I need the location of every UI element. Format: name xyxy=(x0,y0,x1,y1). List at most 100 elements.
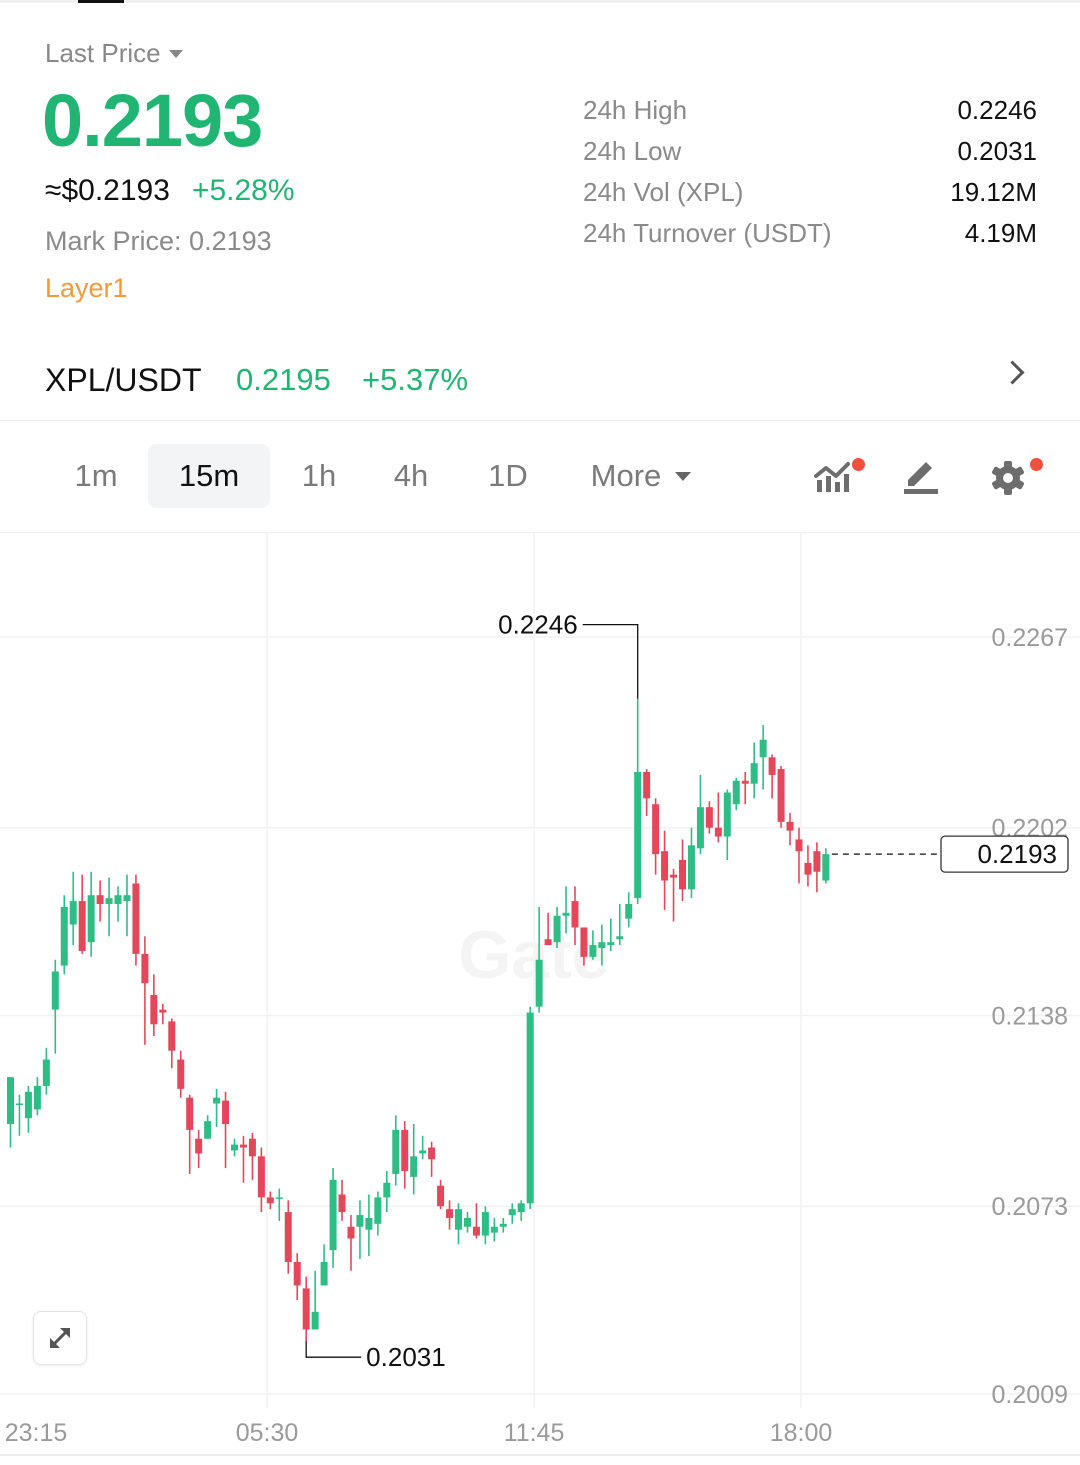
candle-body xyxy=(33,1085,41,1110)
stat-row: 24h Low 0.2031 xyxy=(583,131,1037,172)
candle-body xyxy=(177,1059,185,1089)
candle xyxy=(679,839,686,902)
stat-value: 0.2031 xyxy=(957,136,1037,166)
candle-body xyxy=(150,994,158,1025)
candle xyxy=(750,742,758,799)
candle xyxy=(687,827,695,899)
timeframe-1h[interactable]: 1h xyxy=(301,458,337,493)
indicator-chart-icon[interactable] xyxy=(812,452,865,498)
candle-body xyxy=(598,942,606,949)
category-tag[interactable]: Layer1 xyxy=(45,273,128,303)
candle-body xyxy=(419,1150,427,1154)
candle-body xyxy=(499,1223,507,1227)
candle xyxy=(275,1188,283,1221)
low-marker-line xyxy=(305,1341,362,1358)
timeframe-15m[interactable]: 15m xyxy=(148,444,270,508)
candle-body xyxy=(723,792,731,837)
candle-body xyxy=(329,1179,337,1251)
stats-panel: 24h High 0.2246 24h Low 0.2031 24h Vol (… xyxy=(583,90,1037,254)
candle xyxy=(141,936,149,1045)
candle-body xyxy=(481,1212,489,1236)
candle xyxy=(186,1094,194,1174)
candle xyxy=(168,1018,176,1069)
candle-body xyxy=(643,771,651,799)
spot-pair-link[interactable]: XPL/USDT 0.2195 +5.37% xyxy=(0,340,1080,420)
draw-pencil-icon[interactable] xyxy=(898,452,944,498)
pair-name: XPL/USDT xyxy=(45,361,202,398)
candle-body xyxy=(777,769,785,822)
y-axis-label: 0.2267 xyxy=(992,624,1068,652)
candle xyxy=(446,1200,454,1230)
usd-price-row: ≈$0.2193 +5.28% xyxy=(45,174,295,208)
candle xyxy=(571,886,579,946)
candle xyxy=(580,927,588,966)
candle-body xyxy=(186,1097,194,1130)
candle xyxy=(795,827,803,884)
candle-body xyxy=(786,821,794,831)
candle xyxy=(204,1115,212,1139)
stat-label: 24h Low xyxy=(583,136,682,166)
candle-body xyxy=(768,757,776,775)
candle-body xyxy=(284,1212,292,1262)
candle xyxy=(266,1191,274,1210)
candle xyxy=(508,1203,516,1224)
candle-body xyxy=(589,945,597,957)
candle xyxy=(320,1244,328,1286)
timeframe-1m[interactable]: 1m xyxy=(74,458,118,493)
candle-body xyxy=(365,1217,373,1230)
candle-body xyxy=(78,901,86,951)
candle xyxy=(705,801,713,834)
pair-price: 0.2195 xyxy=(236,362,331,397)
settings-gear-icon[interactable] xyxy=(986,452,1043,498)
usd-price: ≈$0.2193 xyxy=(45,174,170,207)
candle xyxy=(625,892,633,928)
candle xyxy=(768,754,776,799)
candle xyxy=(33,1077,41,1116)
candle xyxy=(723,789,731,860)
candle-body xyxy=(204,1121,212,1139)
candle xyxy=(213,1088,221,1127)
candle-body xyxy=(732,780,740,805)
candle-body xyxy=(517,1203,525,1213)
candle xyxy=(544,912,552,946)
x-axis-label: 18:00 xyxy=(770,1419,833,1447)
candle xyxy=(15,1094,23,1136)
candle-body xyxy=(132,883,140,954)
candle-body xyxy=(759,739,767,758)
candle xyxy=(60,895,68,975)
caret-down-icon xyxy=(675,471,692,481)
candle xyxy=(347,1215,355,1271)
candle xyxy=(78,874,86,954)
timeframe-1d[interactable]: 1D xyxy=(488,458,528,493)
timeframe-4h[interactable]: 4h xyxy=(393,458,429,493)
more-label: More xyxy=(590,458,662,493)
candle-body xyxy=(813,851,821,872)
candle-body xyxy=(87,895,95,943)
mark-price-label: Mark Price: xyxy=(45,226,182,256)
notification-badge xyxy=(852,458,865,471)
candle xyxy=(455,1203,462,1245)
candle xyxy=(696,774,704,855)
last-price-selector[interactable]: Last Price xyxy=(45,38,183,69)
candle-body xyxy=(634,771,642,899)
candle xyxy=(499,1217,507,1233)
candle xyxy=(51,959,59,1054)
candle-body xyxy=(293,1261,301,1286)
candle xyxy=(329,1168,337,1268)
candle xyxy=(248,1132,256,1180)
fullscreen-expand-button[interactable] xyxy=(33,1311,87,1365)
candle xyxy=(598,924,606,966)
bottom-divider xyxy=(0,1454,1080,1456)
candle xyxy=(195,1129,203,1169)
candle xyxy=(123,874,131,937)
caret-down-icon xyxy=(168,49,183,58)
candle xyxy=(96,880,104,922)
candle xyxy=(714,792,722,843)
candle-body xyxy=(7,1077,14,1125)
candle-body xyxy=(159,1009,167,1013)
candle xyxy=(7,1077,14,1148)
candle xyxy=(634,698,642,905)
x-axis-label: 11:45 xyxy=(504,1419,565,1447)
timeframe-more-dropdown[interactable]: More xyxy=(576,444,706,508)
